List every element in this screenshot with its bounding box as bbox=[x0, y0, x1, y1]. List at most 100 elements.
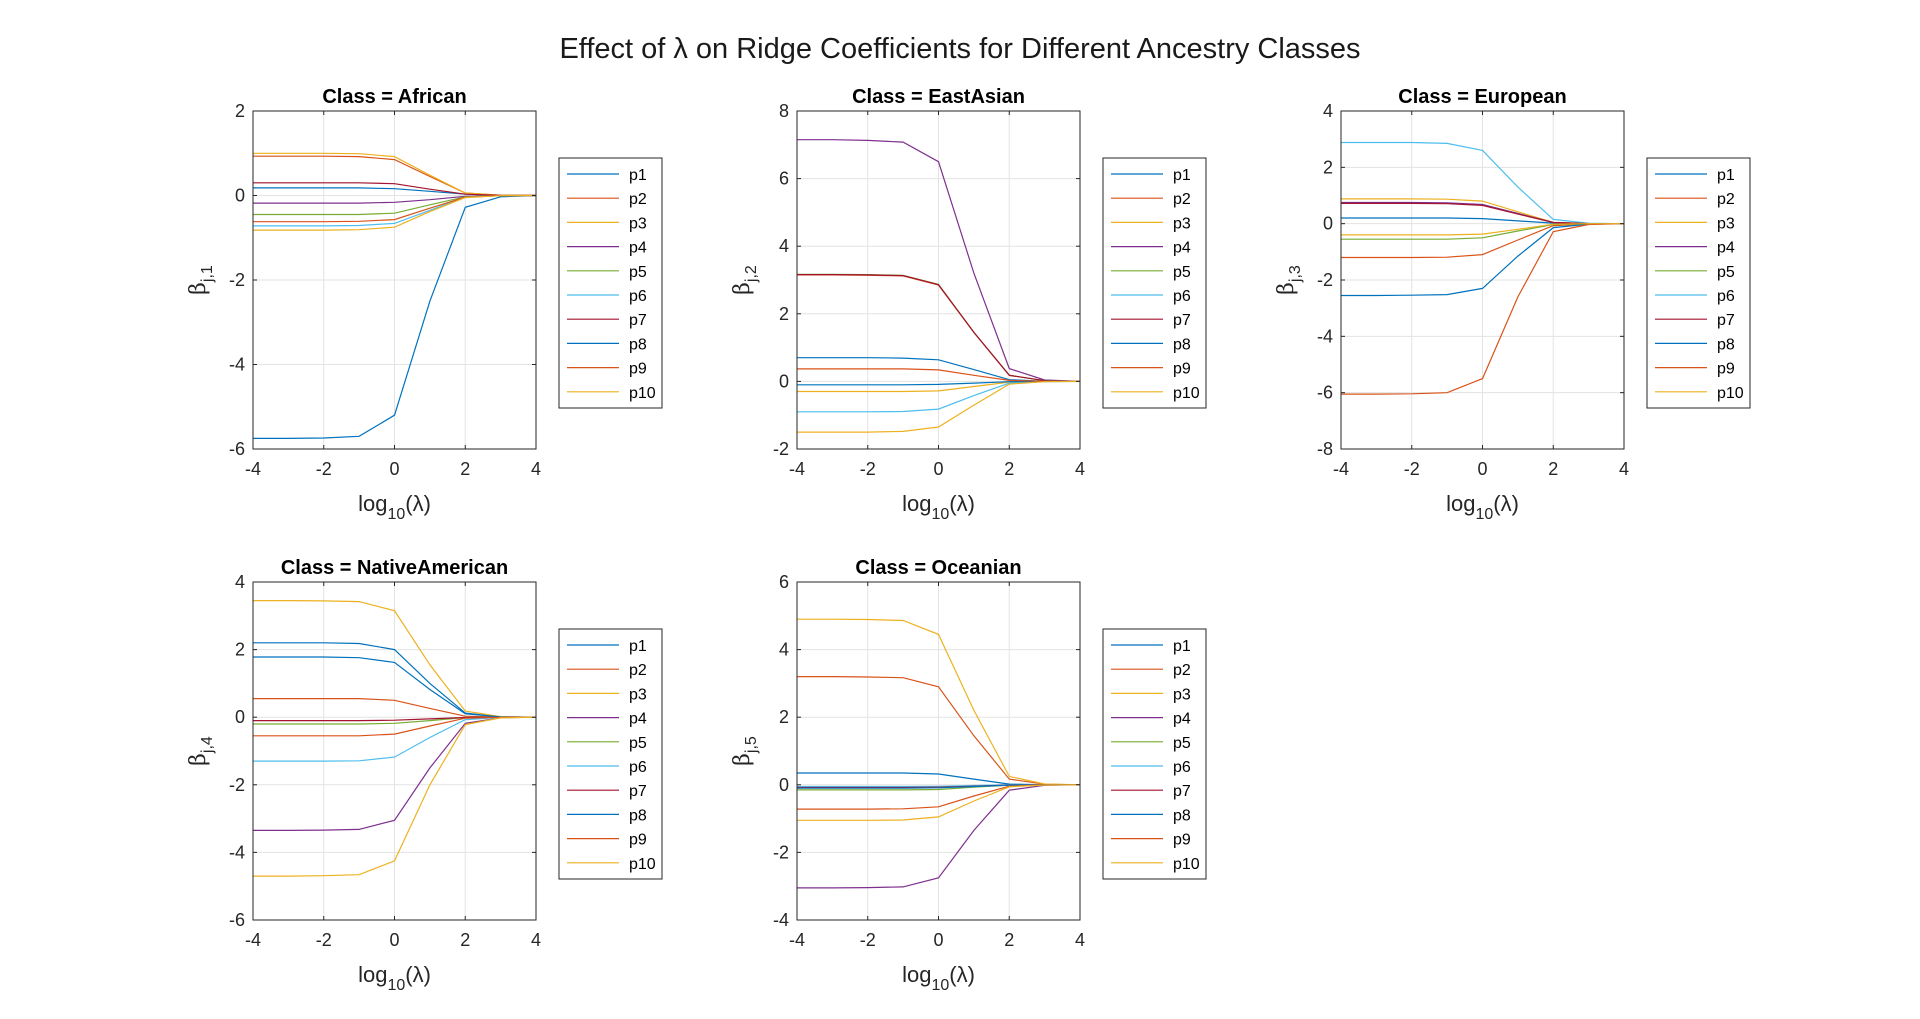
legend-label-p6: p6 bbox=[1173, 288, 1191, 305]
x-tick-label: 4 bbox=[1075, 459, 1085, 479]
figure-title: Effect of λ on Ridge Coefficients for Di… bbox=[559, 33, 1360, 65]
x-axis-label: log10(λ) bbox=[358, 962, 431, 994]
x-tick-label: -2 bbox=[316, 930, 332, 950]
y-tick-label: -6 bbox=[229, 439, 245, 459]
x-tick-label: 4 bbox=[531, 459, 541, 479]
subplot-title: Class = African bbox=[322, 86, 466, 108]
legend: p1 p2 p3 p4 p5 p6 p7 p8 p9 p10 bbox=[1646, 157, 1751, 409]
x-tick-label: 0 bbox=[1477, 459, 1487, 479]
y-tick-label: 2 bbox=[779, 707, 789, 727]
y-tick-label: 8 bbox=[779, 101, 789, 121]
legend-label-p2: p2 bbox=[629, 191, 647, 208]
legend-label-p4: p4 bbox=[1173, 240, 1191, 257]
x-tick-label: -4 bbox=[1333, 459, 1349, 479]
y-tick-label: 0 bbox=[779, 371, 789, 391]
legend-box bbox=[1102, 157, 1207, 409]
legend-label-p10: p10 bbox=[1717, 385, 1744, 402]
legend: p1 p2 p3 p4 p5 p6 p7 p8 p9 p10 bbox=[558, 157, 663, 409]
x-axis-label: log10(λ) bbox=[902, 491, 975, 523]
series-line-p7 bbox=[1341, 202, 1625, 225]
y-axis-label: βj,4 bbox=[186, 736, 216, 766]
y-tick-label: -4 bbox=[229, 842, 245, 862]
series-line-p7 bbox=[253, 182, 537, 197]
x-tick-label: -4 bbox=[789, 459, 805, 479]
series-line-p7 bbox=[797, 274, 1081, 382]
x-tick-label: 2 bbox=[1004, 930, 1014, 950]
x-tick-label: 0 bbox=[933, 459, 943, 479]
x-tick-label: 4 bbox=[1619, 459, 1629, 479]
y-tick-label: 0 bbox=[779, 775, 789, 795]
y-axis-label: βj,5 bbox=[730, 736, 760, 766]
legend-label-p8: p8 bbox=[1173, 336, 1191, 353]
series-line-p6 bbox=[1341, 141, 1625, 225]
x-tick-label: 4 bbox=[531, 930, 541, 950]
y-tick-label: -2 bbox=[773, 842, 789, 862]
legend: p1 p2 p3 p4 p5 p6 p7 p8 p9 p10 bbox=[558, 628, 663, 880]
x-tick-label: 0 bbox=[389, 459, 399, 479]
x-tick-label: 2 bbox=[1004, 459, 1014, 479]
x-tick-label: -4 bbox=[245, 930, 261, 950]
legend-label-p5: p5 bbox=[1173, 264, 1191, 281]
legend-label-p8: p8 bbox=[629, 807, 647, 824]
series-line-p8 bbox=[1341, 223, 1625, 297]
legend-label-p5: p5 bbox=[1173, 735, 1191, 752]
series-line-p9 bbox=[1341, 223, 1625, 395]
subplot-title: Class = EastAsian bbox=[852, 86, 1025, 108]
series-line-p4 bbox=[797, 784, 1081, 889]
legend-label-p7: p7 bbox=[1173, 783, 1191, 800]
series-line-p8 bbox=[253, 656, 537, 718]
y-axis-label: βj,1 bbox=[186, 265, 216, 295]
x-tick-label: -2 bbox=[860, 930, 876, 950]
x-tick-label: -2 bbox=[1404, 459, 1420, 479]
x-tick-label: 2 bbox=[1548, 459, 1558, 479]
y-tick-label: 4 bbox=[779, 236, 789, 256]
legend-label-p7: p7 bbox=[629, 312, 647, 329]
legend-label-p4: p4 bbox=[629, 240, 647, 257]
legend-label-p8: p8 bbox=[629, 336, 647, 353]
legend-label-p6: p6 bbox=[1173, 759, 1191, 776]
legend-label-p9: p9 bbox=[1173, 361, 1191, 378]
legend-label-p3: p3 bbox=[1173, 686, 1191, 703]
series-line-p3 bbox=[253, 599, 537, 718]
x-axis-label: log10(λ) bbox=[1446, 491, 1519, 523]
legend-label-p8: p8 bbox=[1717, 336, 1735, 353]
series-line-p10 bbox=[797, 380, 1081, 433]
legend-label-p4: p4 bbox=[1173, 711, 1191, 728]
y-tick-label: 2 bbox=[235, 101, 245, 121]
legend-label-p2: p2 bbox=[1173, 662, 1191, 679]
y-tick-label: -4 bbox=[773, 910, 789, 930]
y-tick-label: 6 bbox=[779, 572, 789, 592]
legend-label-p8: p8 bbox=[1173, 807, 1191, 824]
x-tick-label: -2 bbox=[316, 459, 332, 479]
subplot-5: -4 -2 0 2 4 -4 -2 0 2 4 6 Class = Oceanian log10(λ) β… bbox=[730, 557, 1207, 994]
legend-label-p2: p2 bbox=[629, 662, 647, 679]
legend-label-p10: p10 bbox=[629, 385, 656, 402]
legend-label-p2: p2 bbox=[1717, 191, 1735, 208]
legend-label-p10: p10 bbox=[1173, 385, 1200, 402]
series-line-p9 bbox=[253, 716, 537, 737]
y-axis-label: βj,2 bbox=[730, 265, 760, 295]
legend-label-p9: p9 bbox=[1173, 832, 1191, 849]
legend-label-p3: p3 bbox=[629, 215, 647, 232]
legend-label-p9: p9 bbox=[629, 832, 647, 849]
x-tick-label: 2 bbox=[460, 930, 470, 950]
subplot-title: Class = NativeAmerican bbox=[281, 557, 508, 579]
series-line-p2 bbox=[797, 675, 1081, 786]
x-tick-label: 2 bbox=[460, 459, 470, 479]
legend: p1 p2 p3 p4 p5 p6 p7 p8 p9 p10 bbox=[1102, 157, 1207, 409]
y-tick-label: -8 bbox=[1317, 439, 1333, 459]
subplot-title: Class = Oceanian bbox=[855, 557, 1021, 579]
y-tick-label: 4 bbox=[1323, 101, 1333, 121]
series-line-p10 bbox=[253, 194, 537, 231]
x-axis-label: log10(λ) bbox=[358, 491, 431, 523]
series-line-p8 bbox=[253, 194, 537, 439]
subplot-3: -4 -2 0 2 4 -8 -6 -4 -2 0 2 4 Class = European log10(… bbox=[1274, 86, 1751, 523]
legend-box bbox=[558, 628, 663, 880]
y-tick-label: 2 bbox=[235, 640, 245, 660]
series-line-p10 bbox=[797, 784, 1081, 821]
y-tick-label: -6 bbox=[229, 910, 245, 930]
x-tick-label: 0 bbox=[389, 930, 399, 950]
